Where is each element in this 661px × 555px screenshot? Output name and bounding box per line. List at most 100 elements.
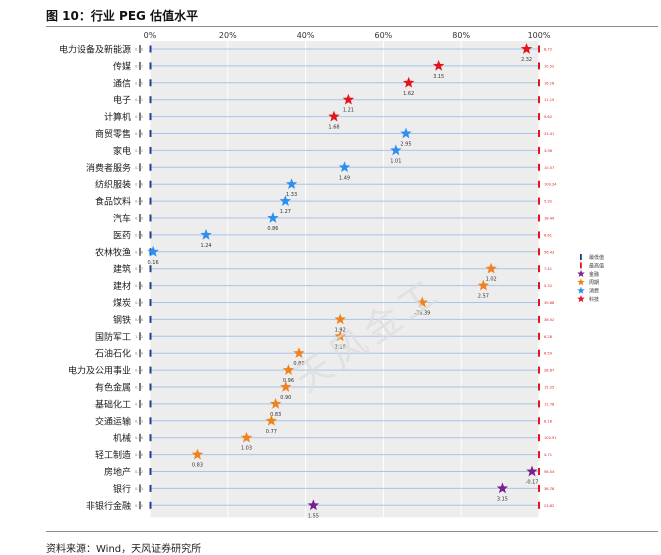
- min-value-label: 0.46: [135, 200, 144, 204]
- current-peg-label: 0.83: [192, 463, 203, 469]
- legend-star: [577, 295, 585, 303]
- min-marker: [149, 214, 152, 222]
- max-marker: [538, 163, 540, 171]
- max-marker: [538, 484, 540, 492]
- min-value-label: 0.35: [135, 115, 143, 119]
- max-marker: [538, 214, 540, 222]
- industry-row: 轻工制造 0.26 4.71 0.83: [95, 448, 552, 469]
- current-star: [342, 93, 355, 105]
- industry-label: 基础化工: [95, 398, 131, 410]
- min-value-label: 0.29: [135, 301, 144, 305]
- min-value-label: 0.41: [135, 98, 143, 102]
- industry-label: 轻工制造: [95, 449, 131, 461]
- current-star: [280, 381, 292, 392]
- current-peg-label: 1.55: [308, 513, 319, 519]
- industry-label: 商贸零售: [95, 128, 131, 140]
- max-marker: [538, 434, 540, 442]
- max-marker: [538, 451, 540, 459]
- max-value-label: 36.78: [544, 487, 555, 491]
- industry-label: 有色金属: [95, 382, 131, 394]
- max-value-label: 23.41: [544, 132, 554, 136]
- max-marker: [538, 79, 540, 87]
- min-value-label: 0.38: [135, 48, 144, 52]
- max-marker: [538, 468, 540, 475]
- x-tick-label: 40%: [297, 31, 315, 40]
- current-peg-label: 3.15: [497, 496, 508, 502]
- min-marker: [149, 349, 152, 357]
- max-marker: [538, 417, 540, 425]
- min-marker: [149, 163, 152, 171]
- min-marker: [149, 180, 152, 188]
- current-peg-label: 1.68: [328, 125, 339, 131]
- max-marker: [538, 383, 540, 391]
- industry-row: 传媒 0.97 10.52 3.15: [113, 59, 554, 80]
- max-value-label: 100.24: [544, 183, 557, 187]
- current-star: [282, 364, 295, 375]
- min-value-label: 0.40: [135, 369, 144, 373]
- max-value-label: 9.62: [544, 115, 552, 119]
- industry-row: 煤炭 0.29 39.88 -26.39: [113, 296, 555, 317]
- industry-row: 电力及公用事业 0.40 28.67 0.96: [68, 364, 554, 384]
- current-peg-label: 2.95: [400, 142, 411, 148]
- current-star: [496, 482, 509, 494]
- industry-label: 食品饮料: [95, 196, 131, 208]
- legend-item: 消费: [577, 286, 599, 295]
- industry-label: 石油石化: [95, 348, 131, 360]
- industry-label: 钢铁: [113, 314, 131, 326]
- min-marker: [149, 231, 152, 239]
- legend-label: 科技: [589, 296, 599, 303]
- industry-row: 家电 0.31 3.98 1.01: [113, 144, 553, 164]
- max-value-label: 36.52: [544, 318, 554, 322]
- x-tick-label: 80%: [452, 31, 470, 40]
- min-value-label: 0.31: [135, 149, 143, 153]
- current-peg-label: 0.16: [148, 260, 159, 266]
- min-marker: [149, 383, 152, 391]
- current-peg-label: 0.77: [266, 429, 277, 435]
- min-value-label: 0.28: [135, 284, 144, 288]
- legend-star: [577, 278, 585, 286]
- industry-row: 电子 0.41 11.15 1.21: [113, 93, 554, 114]
- current-star: [279, 195, 292, 206]
- current-peg-label: 1.33: [286, 192, 297, 198]
- industry-label: 电力及公用事业: [68, 365, 131, 377]
- current-peg-label: 2.18: [335, 344, 346, 350]
- x-tick-label: 100%: [528, 31, 551, 40]
- min-marker: [149, 113, 152, 121]
- min-marker: [149, 434, 152, 442]
- title-divider: [46, 26, 658, 27]
- max-value-label: 6.50: [544, 352, 553, 356]
- min-marker: [149, 315, 152, 323]
- industry-label: 房地产: [104, 466, 131, 478]
- min-value-label: 0.32: [135, 470, 143, 474]
- current-star: [400, 127, 412, 139]
- current-peg-label: 0.90: [280, 395, 291, 401]
- industry-label: 传媒: [113, 60, 131, 72]
- min-marker: [149, 501, 152, 509]
- max-marker: [538, 265, 540, 273]
- legend-item: 科技: [577, 295, 599, 303]
- industry-row: 电力设备及新能源 0.38 8.72 2.32: [59, 43, 552, 63]
- industry-row: 银行 0.23 36.78 3.15: [113, 482, 555, 502]
- max-marker: [538, 180, 540, 188]
- industry-row: 纺织服装 0.76 100.24 1.33: [95, 178, 557, 198]
- max-value-label: 8.18: [544, 419, 553, 423]
- current-star: [338, 161, 351, 173]
- max-value-label: 6.28: [544, 335, 553, 339]
- current-peg-label: -26.39: [414, 311, 430, 317]
- max-marker: [538, 332, 540, 340]
- max-value-label: 5.32: [544, 284, 552, 288]
- footer-divider: [46, 531, 658, 532]
- max-marker: [538, 248, 540, 256]
- industry-label: 机械: [113, 432, 131, 444]
- max-value-label: 56.54: [544, 470, 555, 474]
- current-star: [240, 431, 253, 443]
- industry-label: 纺织服装: [95, 179, 131, 191]
- max-value-label: 11.78: [544, 402, 555, 406]
- min-marker: [149, 62, 152, 70]
- legend-item: 最高值: [580, 262, 604, 269]
- current-star: [147, 245, 159, 257]
- legend-item: 周期: [577, 278, 599, 286]
- industry-row: 国防军工 1.12 6.28 2.18: [95, 330, 553, 350]
- min-value-label: 0.17: [135, 386, 143, 390]
